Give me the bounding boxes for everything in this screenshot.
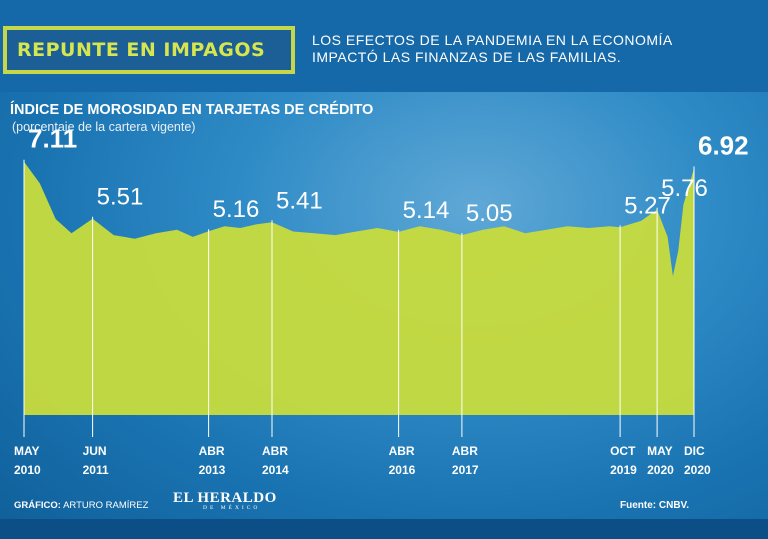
x-tick-month: ABR (199, 444, 225, 458)
logo-sub-text: DE MÉXICO (203, 505, 261, 511)
x-tick-year: 2020 (647, 463, 674, 477)
value-label: 5.16 (213, 196, 260, 223)
x-tick-year: 2014 (262, 463, 289, 477)
value-label: 5.76 (661, 175, 708, 202)
publisher-logo: EL HERALDO DE MÉXICO (173, 490, 277, 511)
value-label: 6.92 (698, 131, 749, 161)
x-tick-month: DIC (684, 444, 705, 458)
x-tick-month: ABR (262, 444, 288, 458)
x-tick-year: 2013 (199, 463, 226, 477)
value-label-layer: 7.11 5.51 5.16 5.41 5.14 5.05 5.275.76 6.92 (28, 124, 749, 227)
x-tick-month: JUN (83, 444, 107, 458)
credit: GRÁFICO: ARTURO RAMÍREZ (14, 500, 148, 511)
x-tick-month: OCT (610, 444, 636, 458)
value-label: 5.14 (403, 197, 450, 224)
header-subtitle: LOS EFECTOS DE LA PANDEMIA EN LA ECONOMÍ… (312, 32, 732, 66)
credit-name: ARTURO RAMÍREZ (63, 500, 149, 511)
x-tick-year: 2011 (83, 463, 109, 477)
headline-box: REPUNTE EN IMPAGOS (3, 26, 295, 74)
value-label: 5.41 (276, 187, 323, 214)
x-tick-year: 2019 (610, 463, 637, 477)
headline: REPUNTE EN IMPAGOS (17, 39, 266, 61)
x-tick-year: 2010 (14, 463, 41, 477)
x-tick-year: 2016 (389, 463, 416, 477)
source-note: Fuente: CNBV. (620, 500, 690, 511)
value-label: 5.27 (624, 192, 671, 219)
x-tick-month: ABR (389, 444, 415, 458)
area-layer (24, 161, 694, 415)
subtitle-line-2: IMPACTÓ LAS FINANZAS DE LAS FAMILIAS. (312, 49, 622, 65)
subtitle-line-1: LOS EFECTOS DE LA PANDEMIA EN LA ECONOMÍ… (312, 32, 673, 48)
value-label: 7.11 (28, 124, 77, 154)
x-tick-month: MAY (14, 444, 40, 458)
guide-layer (23, 159, 695, 437)
chart-title: ÍNDICE DE MOROSIDAD EN TARJETAS DE CRÉDI… (10, 102, 374, 118)
value-label: 5.51 (97, 184, 144, 211)
bottom-bar (0, 519, 768, 539)
x-axis: MAY 2010 JUN 2011 ABR 2013 ABR 2014 ABR 2016 ABR 20… (14, 444, 711, 477)
logo-main-text: EL HERALDO (173, 490, 277, 506)
chart-subtitle: (porcentaje de la cartera vigente) (12, 120, 196, 134)
credit-label: GRÁFICO: (14, 500, 61, 511)
value-label: 5.05 (466, 200, 513, 227)
morosidad-area (24, 161, 694, 415)
x-tick-month: MAY (647, 444, 673, 458)
x-tick-year: 2017 (452, 463, 479, 477)
x-tick-month: ABR (452, 444, 478, 458)
x-tick-year: 2020 (684, 463, 711, 477)
